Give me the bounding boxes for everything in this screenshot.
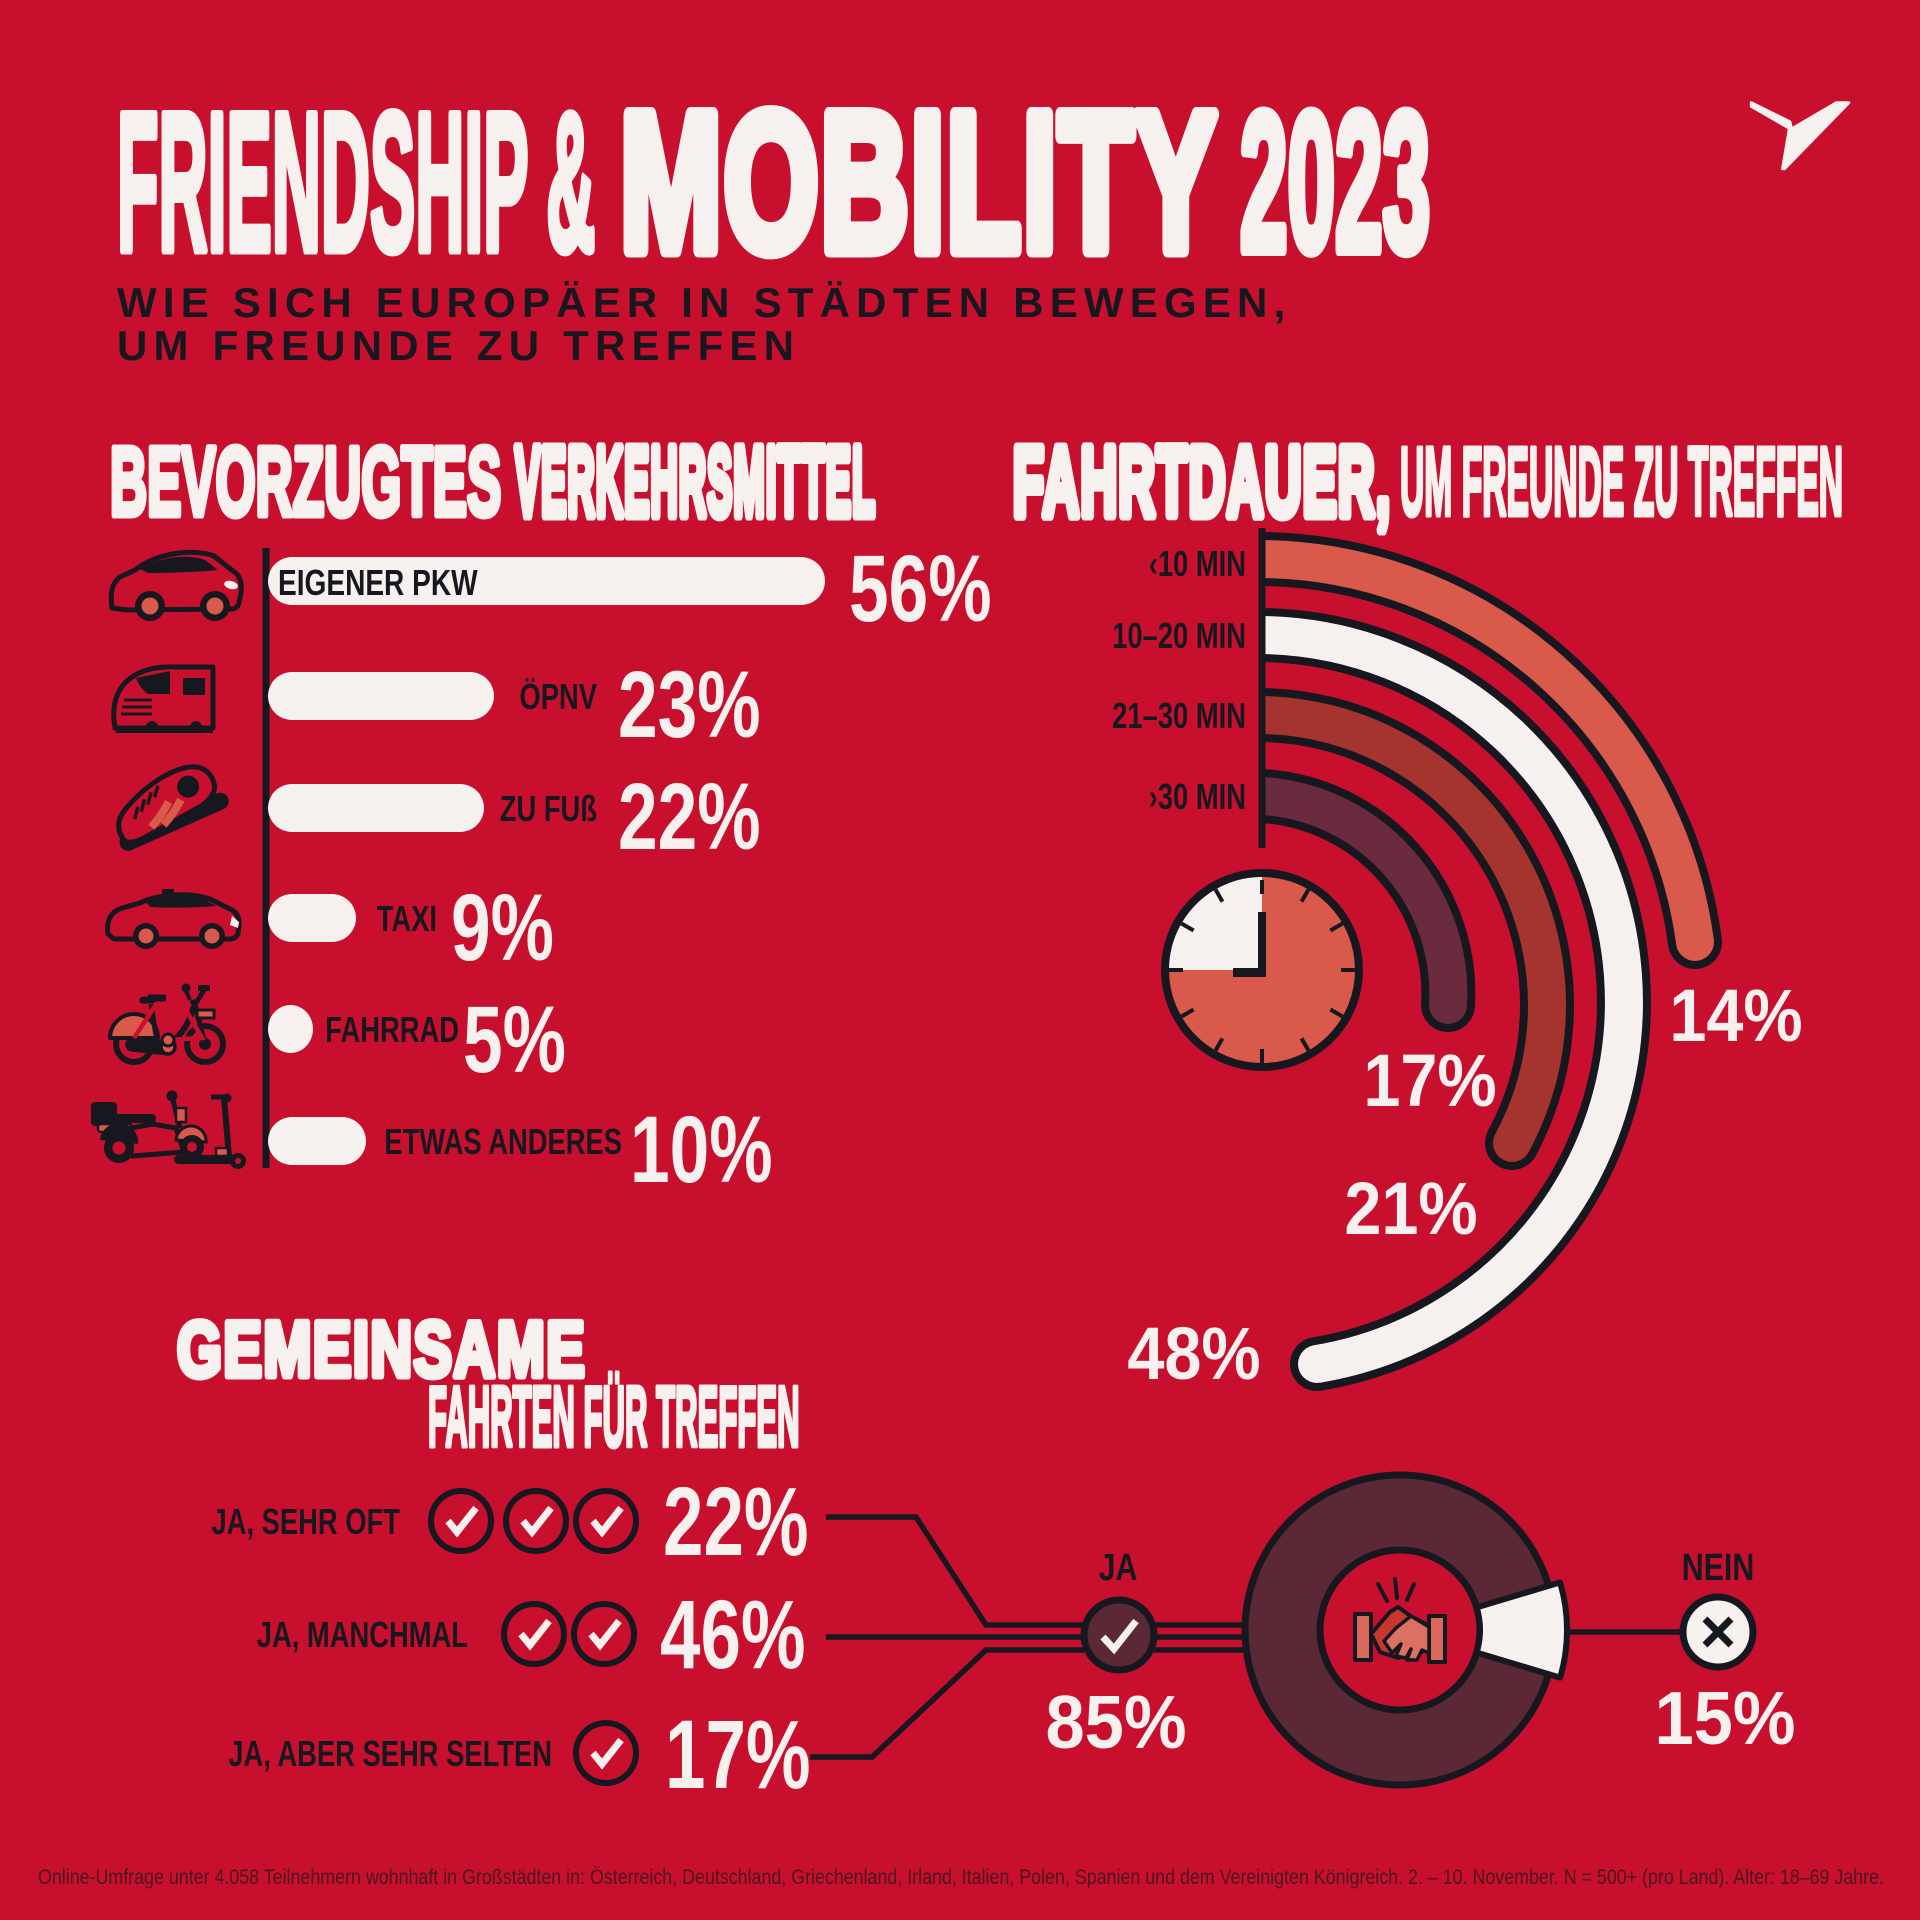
svg-text:JA, SEHR OFT: JA, SEHR OFT <box>212 1501 401 1542</box>
svg-text:FAHRTDAUER,: FAHRTDAUER, <box>1013 428 1392 536</box>
svg-text:14%: 14% <box>1669 974 1802 1057</box>
svg-text:ÖPNV: ÖPNV <box>519 676 597 717</box>
svg-text:FRIENDSHIP &: FRIENDSHIP & <box>117 74 595 293</box>
svg-text:21–30 MIN: 21–30 MIN <box>1112 695 1246 736</box>
svg-text:21%: 21% <box>1344 1167 1477 1250</box>
svg-text:46%: 46% <box>660 1581 806 1690</box>
svg-text:UM FREUNDE ZU TREFFEN: UM FREUNDE ZU TREFFEN <box>1400 428 1843 536</box>
svg-text:GEMEINSAME: GEMEINSAME <box>177 1306 586 1394</box>
svg-text:17%: 17% <box>1363 1039 1496 1122</box>
svg-text:17%: 17% <box>665 1701 811 1810</box>
svg-text:22%: 22% <box>618 763 761 869</box>
svg-text:2023: 2023 <box>1240 74 1430 293</box>
svg-text:TAXI: TAXI <box>377 898 437 939</box>
svg-text:EIGENER PKW: EIGENER PKW <box>278 563 478 603</box>
svg-text:JA, ABER SEHR SELTEN: JA, ABER SEHR SELTEN <box>228 1733 552 1774</box>
svg-text:JA: JA <box>1099 1547 1138 1589</box>
svg-text:ZU FUß: ZU FUß <box>500 788 597 829</box>
svg-text:15%: 15% <box>1654 1677 1795 1760</box>
svg-text:‹10 MIN: ‹10 MIN <box>1149 543 1246 584</box>
svg-text:FAHRTEN FÜR TREFFEN: FAHRTEN FÜR TREFFEN <box>428 1369 800 1465</box>
svg-text:MOBILITY: MOBILITY <box>620 72 1218 292</box>
svg-text:WIE SICH EUROPÄER IN STÄDTEN B: WIE SICH EUROPÄER IN STÄDTEN BEWEGEN, <box>117 279 1291 326</box>
svg-text:10–20 MIN: 10–20 MIN <box>1112 615 1246 656</box>
svg-text:FAHRRAD: FAHRRAD <box>325 1009 459 1050</box>
svg-text:Online-Umfrage unter 4.058 Tei: Online-Umfrage unter 4.058 Teilnehmern w… <box>38 1866 1884 1889</box>
svg-text:JA, MANCHMAL: JA, MANCHMAL <box>257 1614 468 1655</box>
svg-text:NEIN: NEIN <box>1682 1547 1755 1589</box>
svg-text:5%: 5% <box>463 986 566 1092</box>
svg-text:9%: 9% <box>451 874 554 980</box>
svg-text:BEVORZUGTES: BEVORZUGTES <box>110 429 501 536</box>
svg-text:48%: 48% <box>1127 1312 1260 1395</box>
svg-text:56%: 56% <box>849 535 992 641</box>
svg-text:ETWAS ANDERES: ETWAS ANDERES <box>384 1121 622 1162</box>
svg-text:85%: 85% <box>1045 1681 1186 1764</box>
svg-text:23%: 23% <box>618 651 761 757</box>
svg-text:22%: 22% <box>663 1468 809 1577</box>
svg-text:VERKEHRSMITTEL: VERKEHRSMITTEL <box>515 427 876 536</box>
svg-text:10%: 10% <box>630 1096 773 1202</box>
svg-text:UM FREUNDE ZU TREFFEN: UM FREUNDE ZU TREFFEN <box>117 322 800 369</box>
svg-text:›30 MIN: ›30 MIN <box>1149 776 1246 817</box>
